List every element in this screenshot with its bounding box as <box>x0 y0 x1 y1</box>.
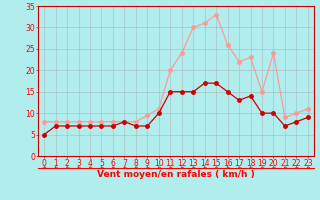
X-axis label: Vent moyen/en rafales ( km/h ): Vent moyen/en rafales ( km/h ) <box>97 170 255 179</box>
